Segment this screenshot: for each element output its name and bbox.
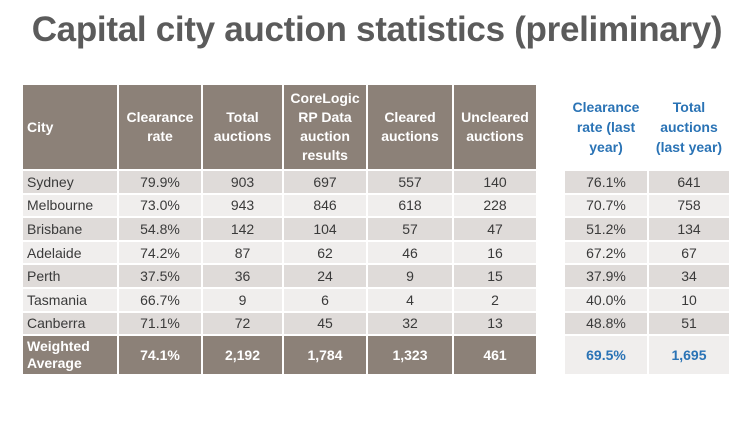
city-cell: Perth	[23, 265, 117, 287]
clearance-cell: 71.1%	[119, 312, 201, 335]
ly-total-cell: 34	[649, 265, 729, 287]
table-row: 40.0% 10	[565, 288, 729, 311]
total-cell: 142	[203, 218, 282, 240]
weighted-average-line1: Weighted	[27, 338, 90, 355]
city-cell: Brisbane	[23, 218, 117, 240]
table-row: Perth 37.5% 36 24 9 15	[23, 265, 536, 287]
cleared-cell: 4	[368, 288, 452, 311]
total-cell: 9	[203, 288, 282, 311]
cleared-cell: 557	[368, 171, 452, 193]
last-year-header-row: Clearance rate (last year) Total auction…	[565, 85, 729, 169]
table-row: Canberra 71.1% 72 45 32 13	[23, 312, 536, 335]
uncleared-cell: 16	[454, 241, 536, 264]
results-cell: 846	[284, 194, 366, 217]
clearance-cell: 74.2%	[119, 241, 201, 264]
header-corelogic-results: CoreLogic RP Data auction results	[284, 85, 366, 169]
page-title: Capital city auction statistics (prelimi…	[31, 10, 723, 49]
header-row: City Clearance rate Total auctions CoreL…	[23, 85, 536, 169]
avg-results-cell: 1,784	[284, 336, 366, 375]
cleared-cell: 32	[368, 312, 452, 335]
ly-total-cell: 134	[649, 218, 729, 240]
ly-clearance-cell: 37.9%	[565, 265, 647, 287]
auction-stats-table: City Clearance rate Total auctions CoreL…	[21, 83, 538, 376]
avg-clearance-cell: 74.1%	[119, 336, 201, 375]
ly-avg-total-cell: 1,695	[649, 336, 729, 375]
cleared-cell: 618	[368, 194, 452, 217]
city-cell: Adelaide	[23, 241, 117, 264]
results-cell: 24	[284, 265, 366, 287]
table-row: Adelaide 74.2% 87 62 46 16	[23, 241, 536, 264]
weighted-average-label: Weighted Average	[23, 336, 117, 375]
avg-total-cell: 2,192	[203, 336, 282, 375]
city-cell: Tasmania	[23, 288, 117, 311]
city-cell: Sydney	[23, 171, 117, 193]
table-row: Sydney 79.9% 903 697 557 140	[23, 171, 536, 193]
table-row: Brisbane 54.8% 142 104 57 47	[23, 218, 536, 240]
ly-total-cell: 51	[649, 312, 729, 335]
table-row: 67.2% 67	[565, 241, 729, 264]
city-cell: Canberra	[23, 312, 117, 335]
table-row: 37.9% 34	[565, 265, 729, 287]
table-row: 51.2% 134	[565, 218, 729, 240]
weighted-average-row: Weighted Average 74.1% 2,192 1,784 1,323…	[23, 336, 536, 375]
results-cell: 697	[284, 171, 366, 193]
ly-clearance-cell: 48.8%	[565, 312, 647, 335]
clearance-cell: 73.0%	[119, 194, 201, 217]
ly-total-cell: 10	[649, 288, 729, 311]
total-cell: 903	[203, 171, 282, 193]
weighted-average-line2: Average	[27, 355, 82, 372]
results-cell: 45	[284, 312, 366, 335]
uncleared-cell: 47	[454, 218, 536, 240]
ly-clearance-cell: 40.0%	[565, 288, 647, 311]
avg-uncleared-cell: 461	[454, 336, 536, 375]
uncleared-cell: 2	[454, 288, 536, 311]
header-clearance-last-year: Clearance rate (last year)	[572, 99, 640, 155]
ly-clearance-cell: 76.1%	[565, 171, 647, 193]
results-cell: 62	[284, 241, 366, 264]
cleared-cell: 46	[368, 241, 452, 264]
avg-cleared-cell: 1,323	[368, 336, 452, 375]
header-total-auctions: Total auctions	[203, 85, 282, 169]
cleared-cell: 57	[368, 218, 452, 240]
table-row: Melbourne 73.0% 943 846 618 228	[23, 194, 536, 217]
uncleared-cell: 140	[454, 171, 536, 193]
cleared-cell: 9	[368, 265, 452, 287]
last-year-table: Clearance rate (last year) Total auction…	[563, 83, 731, 376]
ly-total-cell: 641	[649, 171, 729, 193]
header-total-last-year: Total auctions (last year)	[655, 99, 723, 155]
uncleared-cell: 228	[454, 194, 536, 217]
ly-total-cell: 67	[649, 241, 729, 264]
clearance-cell: 37.5%	[119, 265, 201, 287]
table-row: 76.1% 641	[565, 171, 729, 193]
total-cell: 72	[203, 312, 282, 335]
uncleared-cell: 13	[454, 312, 536, 335]
table-row: 48.8% 51	[565, 312, 729, 335]
header-uncleared-auctions: Uncleared auctions	[454, 85, 536, 169]
clearance-cell: 54.8%	[119, 218, 201, 240]
table-row: 70.7% 758	[565, 194, 729, 217]
results-cell: 6	[284, 288, 366, 311]
ly-avg-clearance-cell: 69.5%	[565, 336, 647, 375]
ly-clearance-cell: 67.2%	[565, 241, 647, 264]
total-cell: 36	[203, 265, 282, 287]
city-cell: Melbourne	[23, 194, 117, 217]
header-city: City	[23, 85, 117, 169]
ly-clearance-cell: 70.7%	[565, 194, 647, 217]
header-cleared-auctions: Cleared auctions	[368, 85, 452, 169]
total-cell: 943	[203, 194, 282, 217]
header-clearance-rate: Clearance rate	[119, 85, 201, 169]
uncleared-cell: 15	[454, 265, 536, 287]
clearance-cell: 66.7%	[119, 288, 201, 311]
ly-clearance-cell: 51.2%	[565, 218, 647, 240]
ly-total-cell: 758	[649, 194, 729, 217]
results-cell: 104	[284, 218, 366, 240]
table-row: Tasmania 66.7% 9 6 4 2	[23, 288, 536, 311]
total-cell: 87	[203, 241, 282, 264]
clearance-cell: 79.9%	[119, 171, 201, 193]
last-year-average-row: 69.5% 1,695	[565, 336, 729, 375]
